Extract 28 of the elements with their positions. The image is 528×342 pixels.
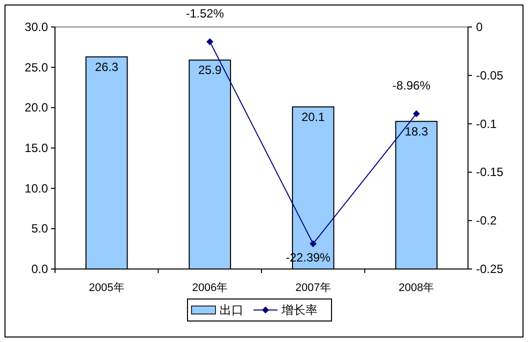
y-tick-label: 5.0	[31, 222, 48, 236]
y2-tick-label: -0.1	[476, 116, 498, 131]
y-tick-label: 25.0	[24, 60, 48, 74]
y2-tick-label: -0.15	[476, 165, 504, 180]
point	[310, 240, 317, 248]
y2-tick-label: 0	[476, 20, 483, 34]
y-tick-label: 0.0	[31, 262, 48, 276]
y-tick-label: 15.0	[24, 141, 48, 155]
y2-tick-label: -0.05	[476, 68, 504, 82]
data-label: -1.52%	[186, 6, 224, 21]
x-tick-label: 2006年	[192, 282, 228, 294]
y-tick-label: 20.0	[24, 100, 48, 115]
legend-label: 出口	[220, 303, 244, 317]
data-label: -8.96%	[392, 78, 431, 93]
x-tick-label: 2005年	[88, 282, 124, 294]
legend-label: 增长率	[280, 303, 318, 317]
y2-tick-label: -0.25	[476, 262, 504, 276]
point	[412, 110, 420, 118]
y-tick-label: 10.0	[24, 181, 48, 196]
data-label: 25.9	[198, 63, 222, 78]
data-label: 18.3	[404, 124, 428, 138]
x-tick-label: 2007年	[295, 282, 331, 294]
y-tick-label: 30.0	[24, 20, 48, 34]
y2-tick-label: -0.2	[476, 214, 498, 228]
point	[206, 38, 214, 46]
data-label: 20.1	[301, 110, 326, 124]
x-tick-label: 2008年	[398, 282, 434, 294]
data-label: 26.3	[94, 60, 119, 74]
